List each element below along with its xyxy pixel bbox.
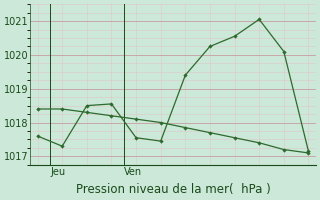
X-axis label: Pression niveau de la mer(  hPa ): Pression niveau de la mer( hPa ) [76,183,270,196]
Text: Ven: Ven [124,167,142,177]
Text: Jeu: Jeu [50,167,66,177]
